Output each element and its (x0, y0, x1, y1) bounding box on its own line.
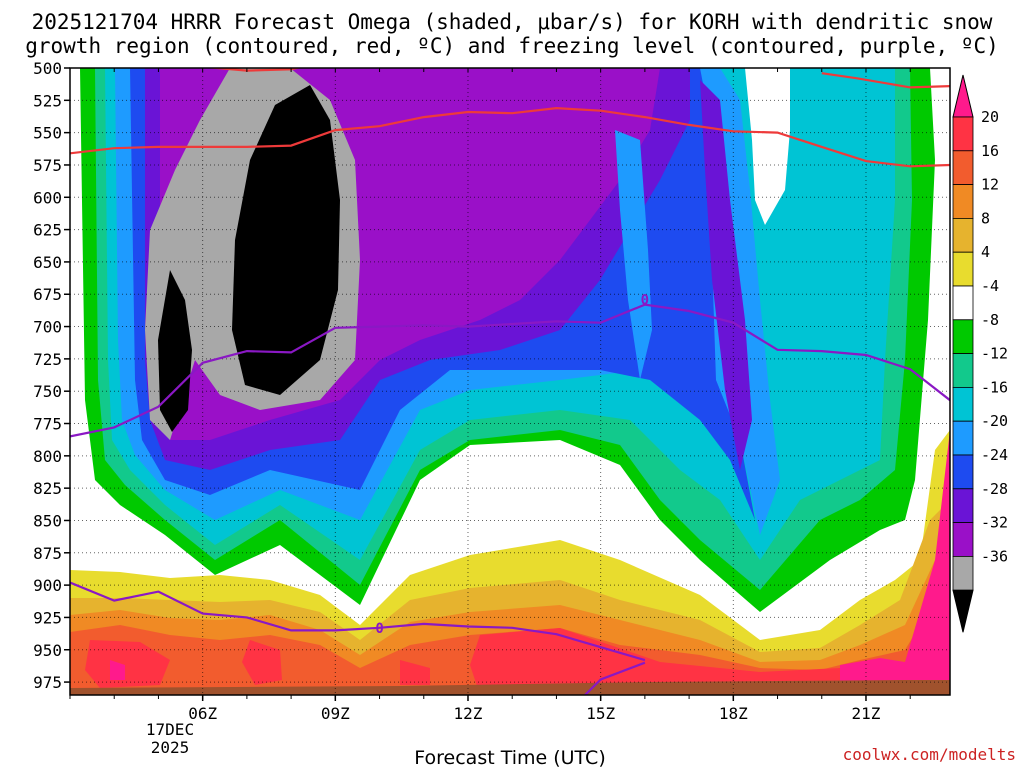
y-tick-label: 700 (33, 318, 62, 337)
omega-region-black-core-1 (232, 85, 340, 395)
colorbar: 20 16 12 8 4 -4 -8 -12 -16 -20 -24 -28 -32 -36 (952, 74, 1008, 633)
colorbar-swatch (952, 116, 974, 152)
y-tick-label: 650 (33, 253, 62, 272)
colorbar-swatch (952, 488, 974, 523)
y-tick-label: 525 (33, 91, 62, 110)
x-tick-label: 21Z (852, 704, 881, 723)
colorbar-swatch (952, 184, 974, 219)
colorbar-swatch (952, 386, 974, 422)
ground-surface (70, 680, 950, 695)
colorbar-label: -24 (981, 446, 1008, 464)
y-tick-label: 500 (33, 59, 62, 78)
y-tick-label: 950 (33, 641, 62, 660)
y-tick-label: 575 (33, 156, 62, 175)
y-axis: 500 525 550 575 600 625 650 675 700 725 750 775 800 8… (33, 59, 70, 692)
x-tick-label: 15Z (586, 704, 615, 723)
colorbar-swatch (952, 217, 974, 253)
omega-region-spike-center (615, 130, 652, 380)
contour-line-5 (583, 661, 646, 695)
colorbar-label: -28 (981, 480, 1008, 498)
colorbar-label: -8 (981, 311, 999, 329)
y-tick-label: 850 (33, 511, 62, 530)
title-line-2: growth region (contoured, red, ºC) and f… (25, 34, 999, 58)
colorbar-label: 12 (981, 176, 999, 194)
y-tick-label: 750 (33, 382, 62, 401)
colorbar-label: -20 (981, 412, 1008, 430)
colorbar-swatch (952, 319, 974, 354)
colorbar-swatch (952, 150, 974, 186)
x-axis: 06Z 09Z 12Z 15Z 18Z 21Z (69, 68, 911, 723)
title-line-1: 2025121704 HRRR Forecast Omega (shaded, … (32, 10, 993, 34)
contour-label-zero: 0 (641, 292, 649, 308)
contour-labels: 00 (375, 292, 649, 636)
omega-shading (70, 68, 950, 695)
x-tick-label: 09Z (321, 704, 350, 723)
colorbar-label: -16 (981, 378, 1008, 396)
colorbar-label: -32 (981, 514, 1008, 532)
colorbar-swatch (952, 522, 974, 557)
colorbar-label: 16 (981, 142, 999, 160)
y-tick-label: 675 (33, 285, 62, 304)
y-tick-label: 775 (33, 415, 62, 434)
colorbar-swatch (952, 251, 974, 287)
contours (70, 68, 950, 695)
watermark: coolwx.com/modelts (843, 745, 1016, 764)
x-tick-label: 06Z (188, 704, 217, 723)
colorbar-label: -36 (981, 547, 1008, 565)
x-tick-label: 12Z (454, 704, 483, 723)
date-label-day: 17DEC (146, 720, 194, 739)
contour-line-0 (70, 106, 950, 168)
colorbar-swatch (952, 353, 974, 388)
contour-line-2 (821, 72, 950, 89)
colorbar-arrow-bottom (952, 589, 974, 633)
y-tick-label: 975 (33, 673, 62, 692)
y-tick-label: 600 (33, 188, 62, 207)
contour-line-3 (70, 303, 950, 438)
y-tick-label: 725 (33, 350, 62, 369)
y-tick-label: 800 (33, 447, 62, 466)
colorbar-swatch (952, 556, 974, 591)
colorbar-label: 4 (981, 243, 990, 261)
contour-label-zero: 0 (375, 621, 383, 637)
y-tick-label: 925 (33, 608, 62, 627)
colorbar-swatch (952, 285, 974, 321)
x-axis-label: Forecast Time (UTC) (414, 747, 605, 768)
colorbar-label: -12 (981, 345, 1008, 363)
colorbar-swatch (952, 420, 974, 456)
y-tick-label: 900 (33, 576, 62, 595)
omega-region-red (85, 628, 950, 695)
date-label-year: 2025 (151, 738, 190, 757)
colorbar-label: 20 (981, 108, 999, 126)
colorbar-label: -4 (981, 277, 999, 295)
omega-region-white-gap (745, 68, 790, 225)
y-tick-label: 825 (33, 479, 62, 498)
y-tick-label: 625 (33, 221, 62, 240)
plot-frame (69, 67, 951, 696)
x-tick-label: 18Z (719, 704, 748, 723)
contour-line-4 (70, 581, 646, 662)
omega-region-spike-right (700, 80, 752, 470)
colorbar-label: 8 (981, 209, 990, 227)
y-tick-label: 550 (33, 124, 62, 143)
colorbar-arrow-top (952, 74, 974, 118)
colorbar-swatch (952, 454, 974, 490)
y-tick-label: 875 (33, 544, 62, 563)
